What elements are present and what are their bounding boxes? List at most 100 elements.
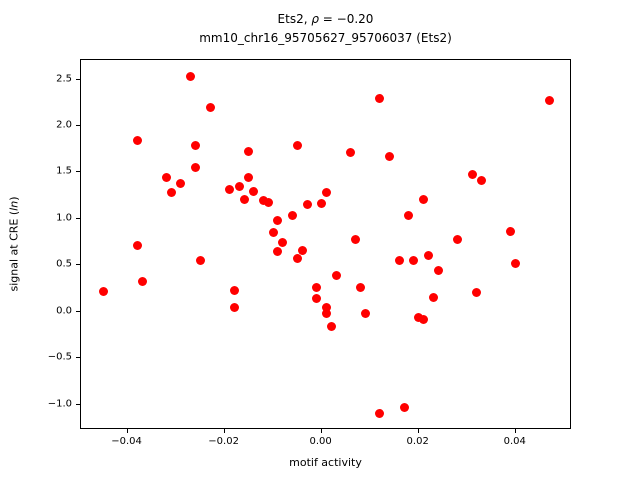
x-tick-mark: [514, 429, 516, 433]
y-tick-mark: [76, 125, 80, 126]
title-rho-symbol: ρ: [311, 12, 319, 26]
data-point: [176, 179, 186, 189]
data-point: [263, 197, 273, 207]
x-tick-mark: [223, 429, 225, 433]
data-point: [355, 283, 365, 293]
data-point: [258, 195, 268, 205]
data-point: [244, 146, 254, 156]
x-tick-mark: [320, 429, 322, 433]
data-point: [433, 265, 443, 275]
y-axis-label-italic: ln: [7, 200, 21, 211]
data-point: [312, 283, 322, 293]
data-point: [273, 216, 283, 226]
y-tick-label: −1.0: [47, 398, 72, 410]
data-point: [161, 172, 171, 182]
data-point: [195, 256, 205, 266]
data-point: [399, 403, 409, 413]
data-point: [467, 169, 477, 179]
data-point: [409, 256, 419, 266]
data-point: [312, 294, 322, 304]
y-tick-label: 1.5: [56, 165, 72, 177]
data-point: [423, 250, 433, 260]
data-point: [394, 256, 404, 266]
x-tick-label: 0.00: [309, 436, 332, 447]
data-point: [278, 237, 288, 247]
data-point: [205, 102, 215, 112]
data-point: [249, 186, 259, 196]
data-point: [302, 199, 312, 209]
y-tick-label: 2.0: [56, 119, 72, 131]
x-tick-label: −0.04: [111, 436, 142, 447]
data-point: [191, 163, 200, 173]
data-point: [414, 313, 424, 322]
data-point: [375, 93, 385, 103]
y-axis-label-suffix: ): [7, 196, 21, 201]
data-point: [166, 188, 176, 198]
data-point: [331, 271, 341, 281]
data-point: [511, 259, 521, 269]
y-tick-label: 2.5: [56, 73, 72, 85]
x-tick-label: 0.04: [503, 436, 526, 447]
data-point: [98, 286, 108, 296]
y-tick-mark: [76, 171, 80, 173]
y-tick-mark: [76, 217, 80, 219]
y-tick-mark: [76, 357, 80, 359]
data-point: [346, 147, 356, 157]
data-point: [322, 188, 331, 198]
y-tick-mark: [76, 78, 80, 80]
data-point: [224, 184, 234, 194]
data-point: [292, 141, 302, 151]
data-point: [506, 227, 516, 237]
data-point: [477, 176, 487, 186]
chart-title: Ets2, ρ = −0.20 mm10_chr16_95705627_9570…: [80, 10, 571, 47]
chart-title-line2: mm10_chr16_95705627_95706037 (Ets2): [199, 30, 452, 45]
data-point: [234, 181, 244, 191]
data-point: [452, 234, 462, 244]
data-point: [322, 302, 331, 312]
data-point: [239, 194, 249, 204]
data-point: [244, 172, 254, 182]
data-point: [385, 152, 395, 162]
y-tick-mark: [76, 264, 80, 266]
data-point: [404, 210, 414, 220]
data-point: [351, 234, 361, 244]
data-point: [186, 72, 196, 82]
data-point: [229, 302, 239, 312]
data-point: [545, 96, 555, 106]
data-point: [132, 136, 142, 146]
x-tick-label: −0.02: [208, 436, 239, 447]
data-point: [132, 240, 142, 250]
data-point: [191, 141, 200, 151]
x-tick-mark: [126, 429, 128, 433]
y-tick-mark: [76, 403, 80, 405]
data-point: [419, 194, 429, 204]
data-point: [375, 408, 385, 418]
data-point: [268, 228, 278, 238]
y-tick-mark: [76, 310, 80, 312]
y-tick-label: 0.0: [56, 305, 72, 317]
data-point: [229, 286, 239, 296]
y-axis-label-text: signal at CRE (: [7, 210, 21, 292]
data-point: [472, 287, 482, 297]
data-point: [428, 293, 438, 303]
x-tick-mark: [417, 429, 419, 433]
x-tick-label: 0.02: [406, 436, 429, 447]
title-rho-value: = −0.20: [318, 12, 374, 26]
data-point: [297, 246, 307, 256]
y-tick-label: −0.5: [47, 351, 72, 363]
y-axis-label: signal at CRE (ln): [8, 197, 21, 292]
data-point: [326, 322, 336, 332]
plot-area: [80, 59, 571, 429]
data-point: [322, 309, 331, 319]
title-text: Ets2,: [277, 12, 312, 26]
data-point: [273, 247, 283, 256]
data-point: [317, 198, 327, 208]
x-axis-label: motif activity: [289, 456, 362, 469]
data-point: [137, 276, 147, 286]
y-tick-label: 1.0: [56, 212, 72, 224]
data-point: [292, 254, 302, 264]
data-point: [419, 314, 429, 324]
chart-title-line1: Ets2, ρ = −0.20: [80, 10, 571, 29]
data-point: [288, 210, 298, 220]
